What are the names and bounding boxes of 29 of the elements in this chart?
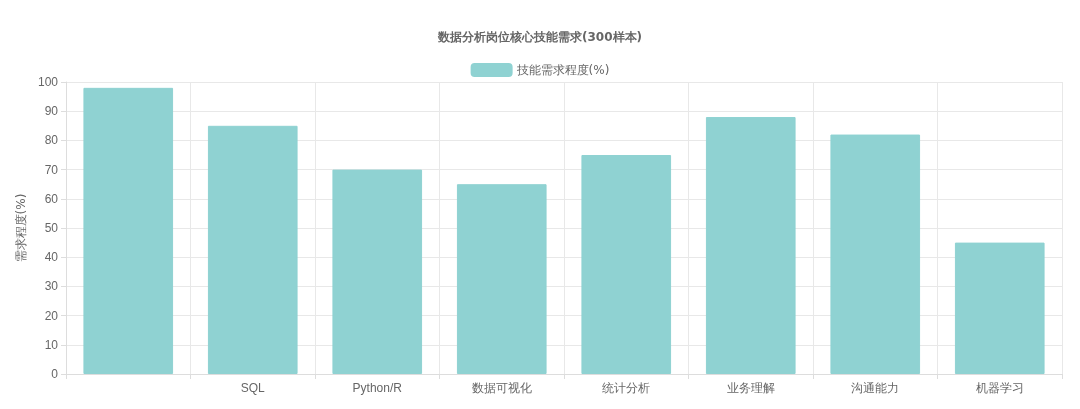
bar: [83, 87, 174, 374]
bar: [456, 184, 547, 374]
y-tick-label: 30: [44, 279, 59, 294]
y-tick-label: 50: [44, 221, 59, 235]
y-tick-label: 90: [44, 104, 59, 119]
y-tick-label: 80: [44, 133, 59, 148]
x-tick-label: SQL: [240, 381, 266, 395]
bar: [207, 125, 298, 374]
bar: [332, 169, 423, 374]
x-tick-label: Python/R: [352, 381, 403, 395]
y-axis-title: 需求程度(%): [14, 193, 29, 263]
y-tick-label: 60: [44, 191, 59, 206]
y-tick-label: 10: [44, 337, 59, 352]
legend-label: 技能需求程度(%): [515, 63, 610, 77]
x-tick-label: 数据可视化: [471, 381, 532, 395]
x-tick-label: 沟通能力: [851, 381, 900, 395]
y-tick-label: 0: [51, 367, 59, 381]
bar: [581, 155, 672, 374]
x-tick-label: 机器学习: [975, 381, 1024, 395]
chart-title: 数据分析岗位核心技能需求(300样本): [436, 30, 643, 44]
x-tick-label: 统计分析: [602, 381, 651, 395]
bar: [705, 117, 796, 374]
bar: [830, 134, 921, 374]
y-tick-label: 70: [44, 162, 59, 177]
bar: [954, 242, 1045, 374]
x-tick-label: 业务理解: [726, 381, 775, 395]
y-tick-label: 40: [44, 250, 59, 265]
y-tick-label: 100: [37, 75, 59, 89]
y-tick-label: 20: [44, 308, 59, 323]
